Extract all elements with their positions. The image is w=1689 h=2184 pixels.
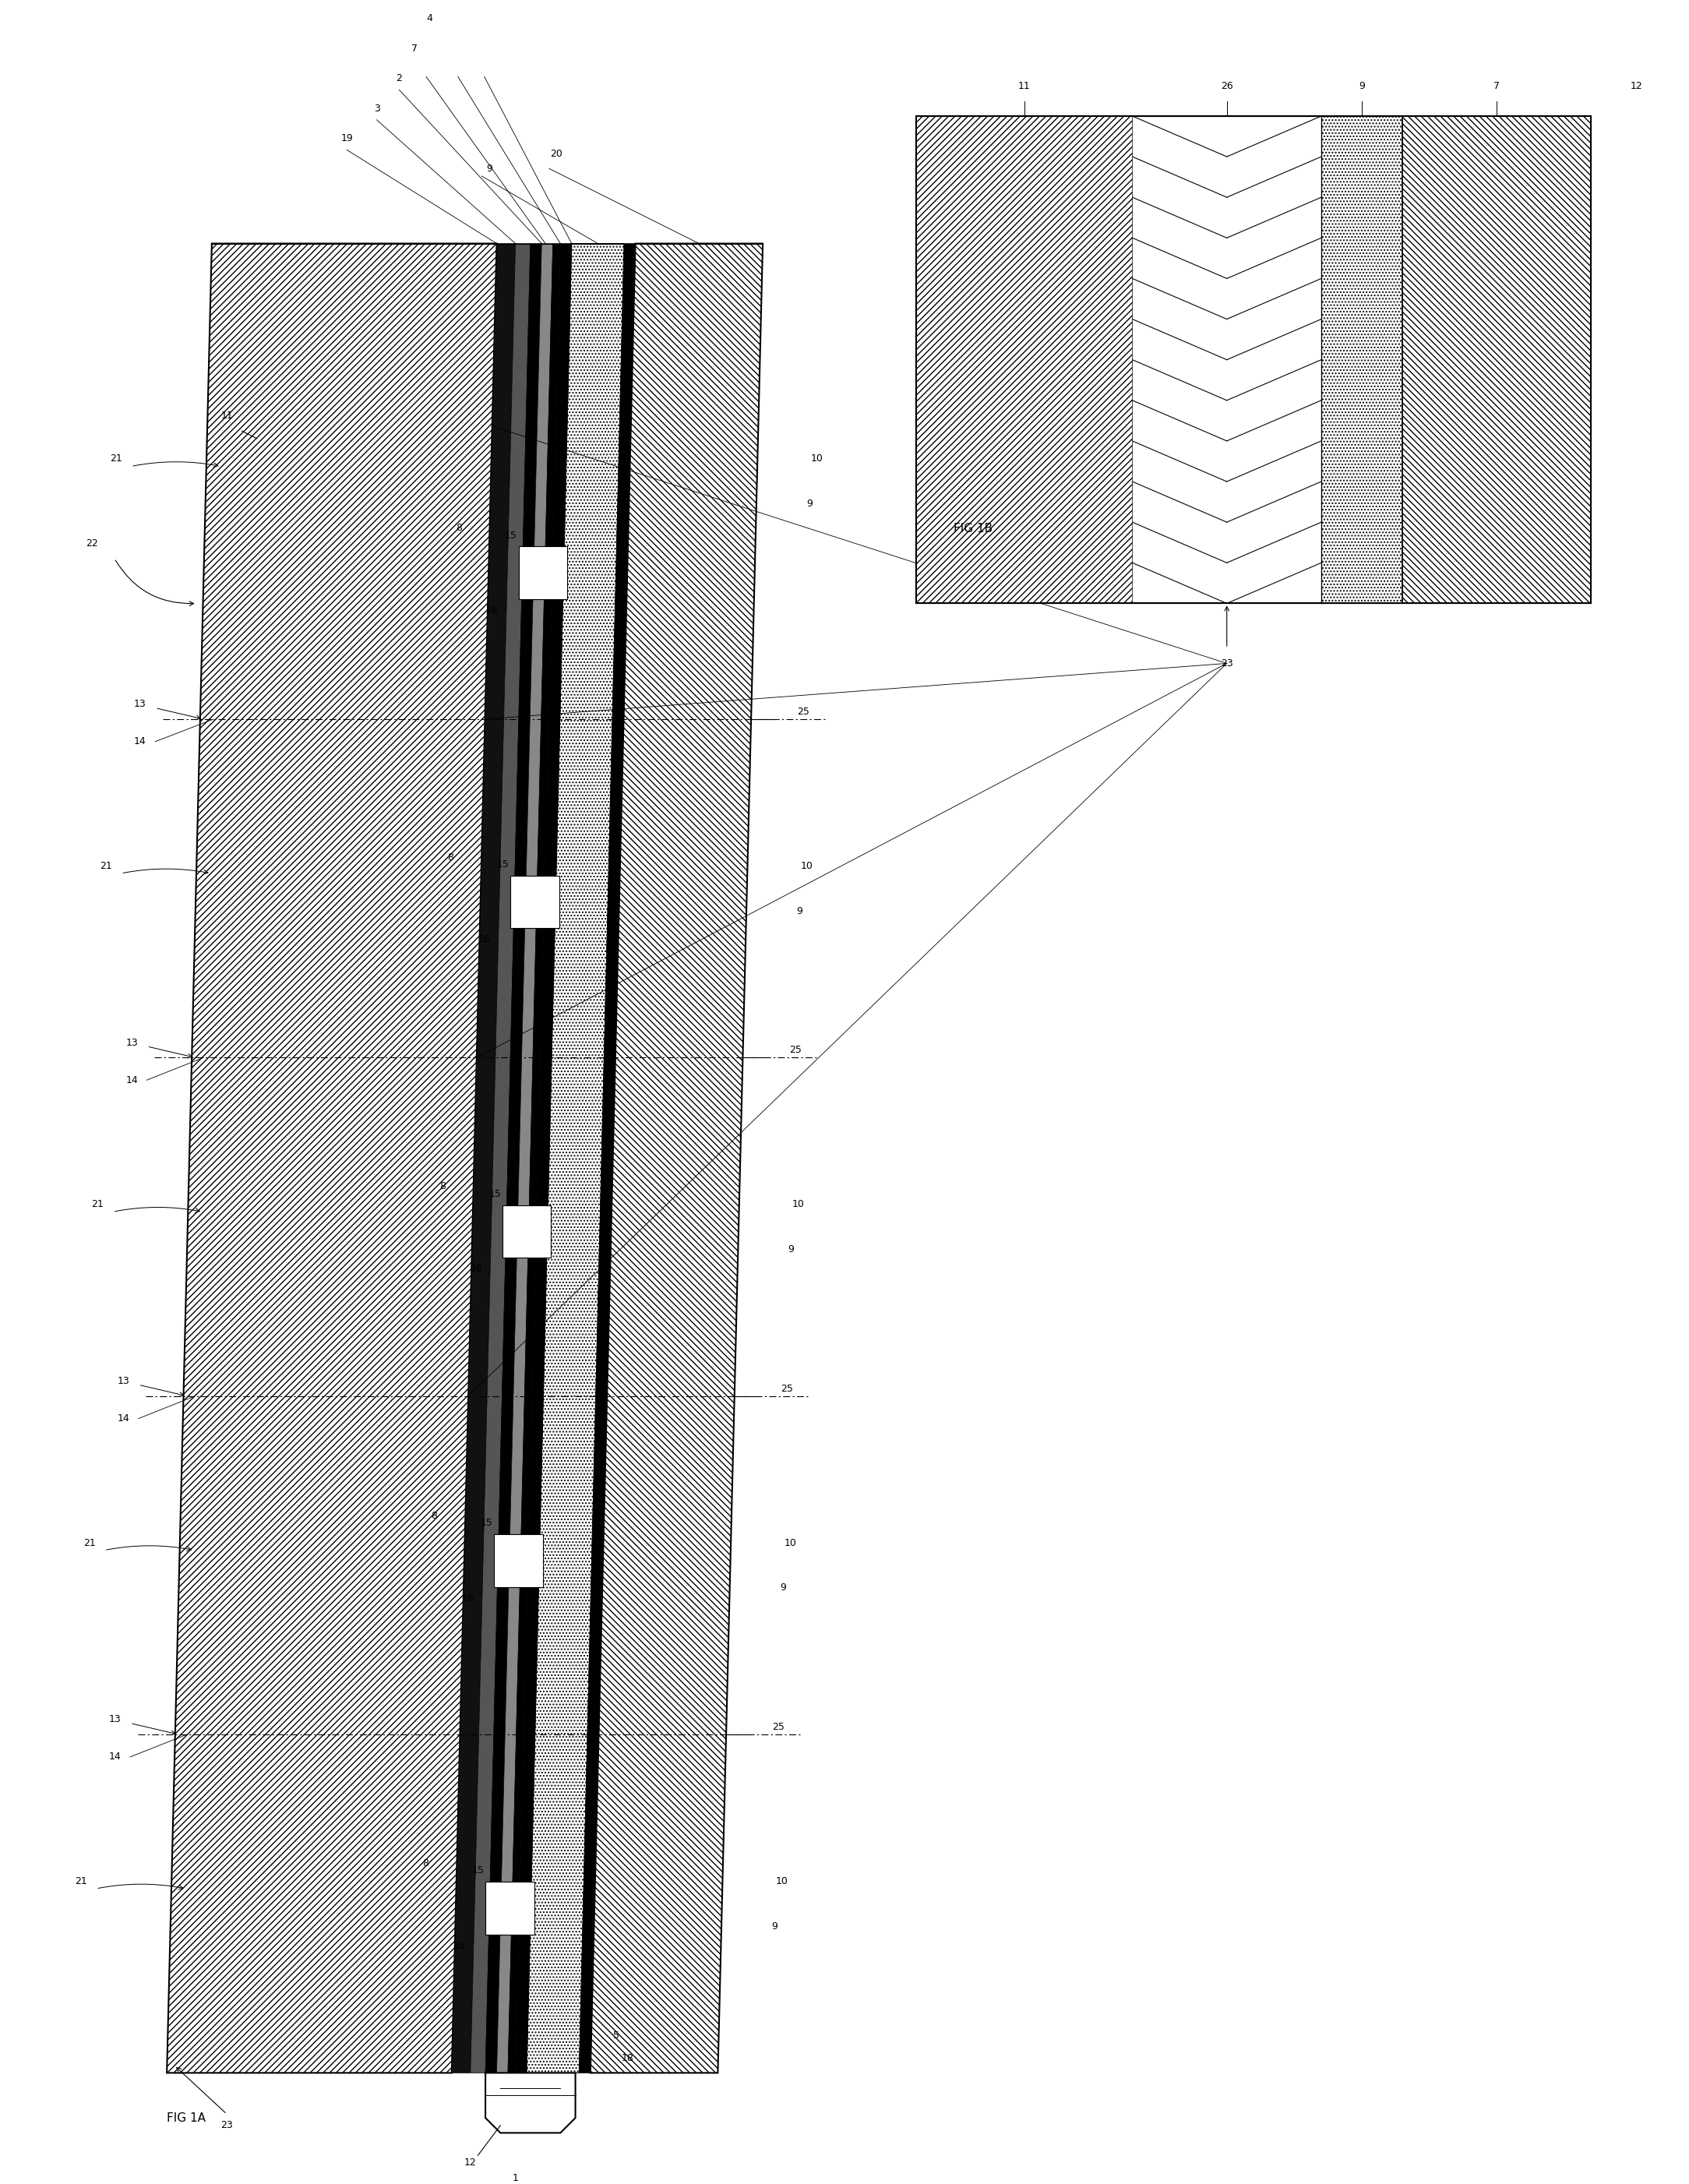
Bar — [1321, 116, 1402, 603]
Text: 15: 15 — [505, 531, 517, 539]
Text: 8: 8 — [456, 522, 461, 533]
Text: 21: 21 — [83, 1538, 96, 1548]
Text: 16: 16 — [453, 1942, 466, 1950]
Text: FIG 1A: FIG 1A — [167, 2112, 206, 2123]
Text: 9: 9 — [486, 164, 491, 173]
Polygon shape — [485, 2073, 576, 2134]
Text: 16: 16 — [470, 1265, 483, 1273]
Text: 13: 13 — [110, 1714, 122, 1725]
Polygon shape — [515, 245, 571, 2073]
Text: 7: 7 — [410, 44, 417, 55]
Text: 1: 1 — [512, 2173, 519, 2184]
Text: 21: 21 — [110, 454, 122, 463]
Text: 23: 23 — [221, 2121, 233, 2129]
Text: 18: 18 — [622, 2053, 633, 2064]
Text: 20: 20 — [551, 149, 562, 159]
Text: FIG 1B: FIG 1B — [954, 522, 993, 535]
Text: 4: 4 — [426, 13, 432, 24]
Text: 10: 10 — [775, 1876, 789, 1887]
Polygon shape — [502, 1206, 551, 1258]
Text: 25: 25 — [780, 1382, 794, 1393]
Polygon shape — [451, 245, 515, 2073]
Polygon shape — [579, 245, 635, 2073]
Text: 11: 11 — [1018, 81, 1030, 92]
Text: 15: 15 — [488, 1188, 502, 1199]
Text: 25: 25 — [797, 708, 809, 716]
Text: 7: 7 — [1493, 81, 1500, 92]
Bar — [1402, 116, 1591, 603]
Text: 8: 8 — [422, 1859, 429, 1867]
Polygon shape — [510, 876, 559, 928]
Text: 8: 8 — [431, 1511, 437, 1520]
Text: 15: 15 — [471, 1865, 485, 1876]
Text: 5: 5 — [613, 2031, 620, 2040]
Text: 13: 13 — [133, 699, 147, 710]
Text: 2: 2 — [397, 74, 402, 83]
Text: 8: 8 — [439, 1182, 446, 1192]
Text: 14: 14 — [133, 736, 147, 747]
Text: 16: 16 — [478, 935, 490, 946]
Text: 9: 9 — [796, 906, 802, 915]
Polygon shape — [486, 1883, 534, 1935]
Text: 14: 14 — [125, 1075, 138, 1085]
Text: 15: 15 — [497, 860, 508, 869]
Polygon shape — [508, 245, 561, 2073]
Polygon shape — [519, 546, 568, 598]
Polygon shape — [167, 245, 497, 2073]
Text: 26: 26 — [1221, 81, 1233, 92]
Text: 10: 10 — [792, 1199, 804, 1210]
Polygon shape — [485, 245, 542, 2073]
Text: 22: 22 — [86, 539, 98, 548]
Polygon shape — [495, 1535, 542, 1588]
Bar — [917, 116, 1591, 603]
Polygon shape — [591, 245, 763, 2073]
Text: 23: 23 — [1221, 657, 1233, 668]
Text: 15: 15 — [481, 1518, 493, 1529]
Text: 9: 9 — [772, 1922, 777, 1931]
Polygon shape — [471, 245, 530, 2073]
Text: 8: 8 — [448, 852, 454, 863]
Text: 21: 21 — [74, 1876, 88, 1887]
Text: 16: 16 — [486, 605, 498, 616]
Text: 3: 3 — [373, 103, 380, 114]
Text: 25: 25 — [789, 1044, 802, 1055]
Text: 10: 10 — [811, 454, 823, 463]
Text: 10: 10 — [784, 1538, 797, 1548]
Text: 12: 12 — [464, 2158, 476, 2169]
Text: 13: 13 — [125, 1037, 138, 1048]
Text: 9: 9 — [780, 1583, 785, 1592]
Text: 10: 10 — [801, 860, 812, 871]
Text: 14: 14 — [117, 1413, 130, 1424]
Text: 19: 19 — [341, 133, 353, 144]
Text: 9: 9 — [789, 1245, 794, 1254]
Polygon shape — [527, 245, 625, 2073]
Bar — [917, 116, 1132, 603]
Text: 12: 12 — [1630, 81, 1642, 92]
Text: 21: 21 — [91, 1199, 103, 1210]
Text: 25: 25 — [772, 1721, 785, 1732]
Text: 9: 9 — [1358, 81, 1365, 92]
Text: 16: 16 — [461, 1592, 475, 1603]
Text: 11: 11 — [221, 411, 233, 422]
Text: 13: 13 — [117, 1376, 130, 1387]
Text: 9: 9 — [806, 498, 812, 509]
Text: 21: 21 — [100, 860, 111, 871]
Text: 14: 14 — [110, 1752, 122, 1762]
Polygon shape — [497, 245, 552, 2073]
Bar — [917, 116, 1591, 603]
